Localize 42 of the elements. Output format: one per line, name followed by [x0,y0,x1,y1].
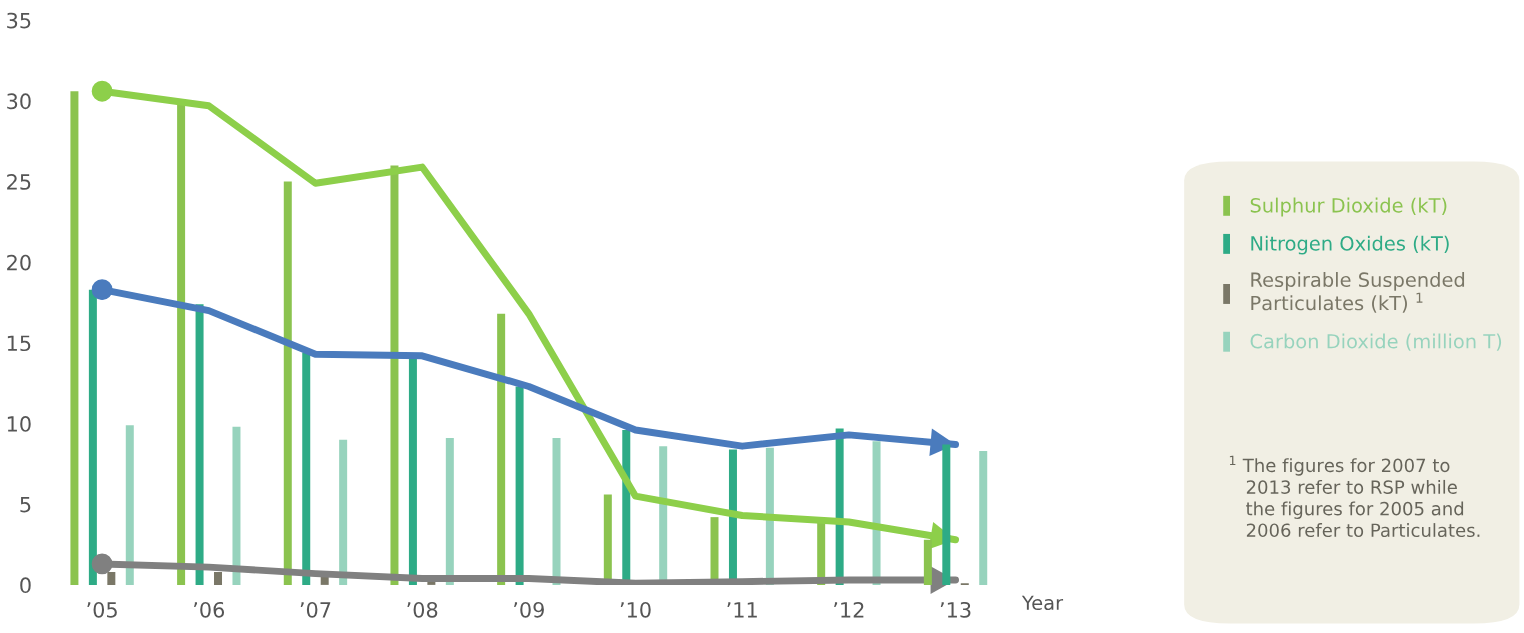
bar [515,386,524,585]
bar [302,352,311,585]
legend-label: Respirable Suspended Particulates (kT) $^{1}$ [1251,272,1465,313]
x-tick-label: ’09 [514,601,544,618]
bar [339,439,348,585]
y-tick-label: 20 [7,254,31,271]
legend-label: Carbon Dioxide (million T) [1250,333,1502,351]
bar [125,425,134,585]
legend-label: Nitrogen Oxides (kT) [1251,235,1449,255]
text: $^{1}$ The figures for 2007 to 2013 refer to RSP while the figures for 2005 and 2006 refer to Particulates. [1229,455,1480,538]
bar [283,181,292,585]
y-tick-label: 35 [7,12,31,29]
point [91,553,113,575]
point [91,80,113,102]
legend-label: Sulphur Dioxide (kT) [1250,197,1447,217]
y-tick-label: 15 [7,335,31,352]
bar [70,91,79,585]
bar [497,313,506,585]
x-axis-title: Year [1021,595,1064,611]
x-tick-label: ’07 [300,601,331,618]
point [91,279,113,301]
y-tick-label: 0 [20,577,31,594]
bar [979,450,988,585]
x-tick-label: ’08 [407,601,438,618]
bar [445,438,454,585]
x-tick-label: ’11 [727,602,757,618]
bar [552,438,561,585]
bar [232,426,241,585]
y-tick-label: 5 [20,496,31,513]
y-tick-label: 30 [7,93,31,110]
y-tick-label: 25 [7,174,31,190]
x-tick-label: ’13 [940,601,971,618]
x-tick-label: ’05 [87,601,117,618]
y-tick-label: 10 [7,416,31,432]
bar [88,289,97,585]
x-tick-label: ’12 [834,601,864,618]
bar [320,576,329,585]
x-tick-label: ’06 [194,601,225,618]
bar [214,571,223,585]
bar [195,304,204,585]
bar [107,571,116,585]
x-tick-label: ’10 [620,601,651,618]
